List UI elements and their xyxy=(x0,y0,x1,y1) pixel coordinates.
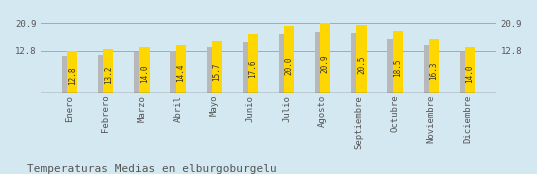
Text: 13.2: 13.2 xyxy=(104,66,113,84)
Bar xyxy=(67,50,77,93)
Bar xyxy=(62,56,72,93)
Bar xyxy=(315,32,325,93)
Text: 20.9: 20.9 xyxy=(321,55,330,73)
Text: 14.4: 14.4 xyxy=(176,64,185,82)
Text: Temperaturas Medias en elburgoburgelu: Temperaturas Medias en elburgoburgelu xyxy=(27,164,277,174)
Bar xyxy=(171,51,180,93)
Bar xyxy=(248,34,258,93)
Bar xyxy=(357,25,366,93)
Bar xyxy=(207,47,217,93)
Bar xyxy=(429,39,439,93)
Text: 20.5: 20.5 xyxy=(357,55,366,74)
Bar xyxy=(284,26,294,93)
Bar xyxy=(388,39,397,93)
Text: 17.6: 17.6 xyxy=(249,59,257,78)
Bar xyxy=(134,52,144,93)
Bar xyxy=(424,45,434,93)
Text: 20.0: 20.0 xyxy=(285,56,294,74)
Text: 14.0: 14.0 xyxy=(466,65,474,83)
Bar xyxy=(279,34,289,93)
Bar xyxy=(351,33,361,93)
Text: 15.7: 15.7 xyxy=(212,62,221,81)
Bar xyxy=(176,45,186,93)
Text: 14.0: 14.0 xyxy=(140,65,149,83)
Text: 18.5: 18.5 xyxy=(393,58,402,77)
Bar xyxy=(212,41,222,93)
Text: 12.8: 12.8 xyxy=(68,66,77,85)
Bar xyxy=(393,31,403,93)
Bar xyxy=(243,42,253,93)
Bar xyxy=(465,46,475,93)
Bar xyxy=(460,52,470,93)
Bar xyxy=(103,49,113,93)
Bar xyxy=(140,46,149,93)
Bar xyxy=(320,23,330,93)
Text: 16.3: 16.3 xyxy=(429,61,438,80)
Bar xyxy=(98,54,108,93)
